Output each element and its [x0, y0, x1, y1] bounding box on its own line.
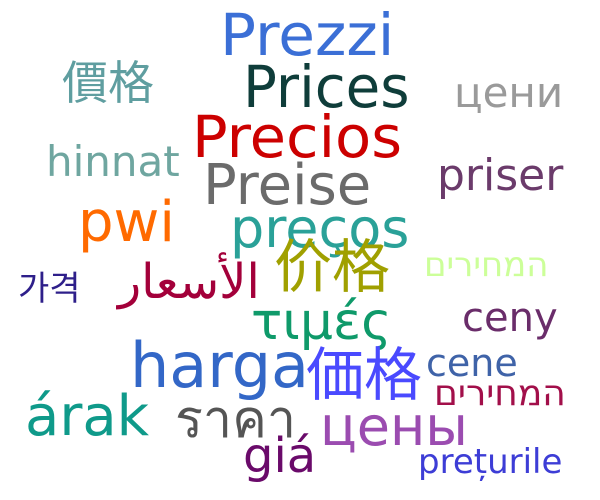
word-scandinavian: priser [437, 150, 564, 201]
word-romanian: prețurile [418, 442, 563, 482]
word-indonesian: harga [130, 329, 310, 402]
word-hebrew-top: המחירים [424, 245, 549, 285]
word-prezzi: Prezzi [220, 1, 395, 69]
word-arabic: الأسعار [118, 254, 260, 310]
word-czech: ceny [462, 295, 558, 341]
word-bulgarian: цени [454, 68, 564, 117]
word-russian: цены [320, 395, 468, 458]
word-precios: Precios [192, 103, 403, 171]
word-chinese-traditional: 價格 [62, 56, 154, 110]
word-precos: preços [230, 197, 410, 260]
word-chinese-simplified: 价格 [274, 233, 391, 301]
word-japanese: 価格 [306, 341, 423, 409]
word-slovenian: cene [426, 341, 518, 385]
word-prices: Prices [243, 53, 410, 121]
word-vietnamese: giá [243, 428, 317, 484]
word-thai: ราคา [175, 390, 297, 450]
word-hungarian: árak [25, 384, 150, 449]
word-preise: Preise [203, 153, 372, 218]
word-haitian: pwi [78, 190, 175, 255]
word-greek: τιμές [251, 292, 392, 352]
word-finnish: hinnat [46, 137, 180, 186]
word-hebrew-bottom: המחירים [434, 373, 566, 414]
word-korean: 가격 [18, 269, 81, 309]
